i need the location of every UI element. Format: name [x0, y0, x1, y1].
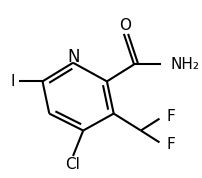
Text: N: N: [68, 48, 80, 66]
Text: F: F: [166, 109, 175, 124]
Text: I: I: [11, 74, 15, 89]
Text: Cl: Cl: [66, 157, 80, 172]
Text: O: O: [120, 18, 132, 33]
Text: F: F: [166, 137, 175, 152]
Text: NH₂: NH₂: [170, 57, 200, 72]
